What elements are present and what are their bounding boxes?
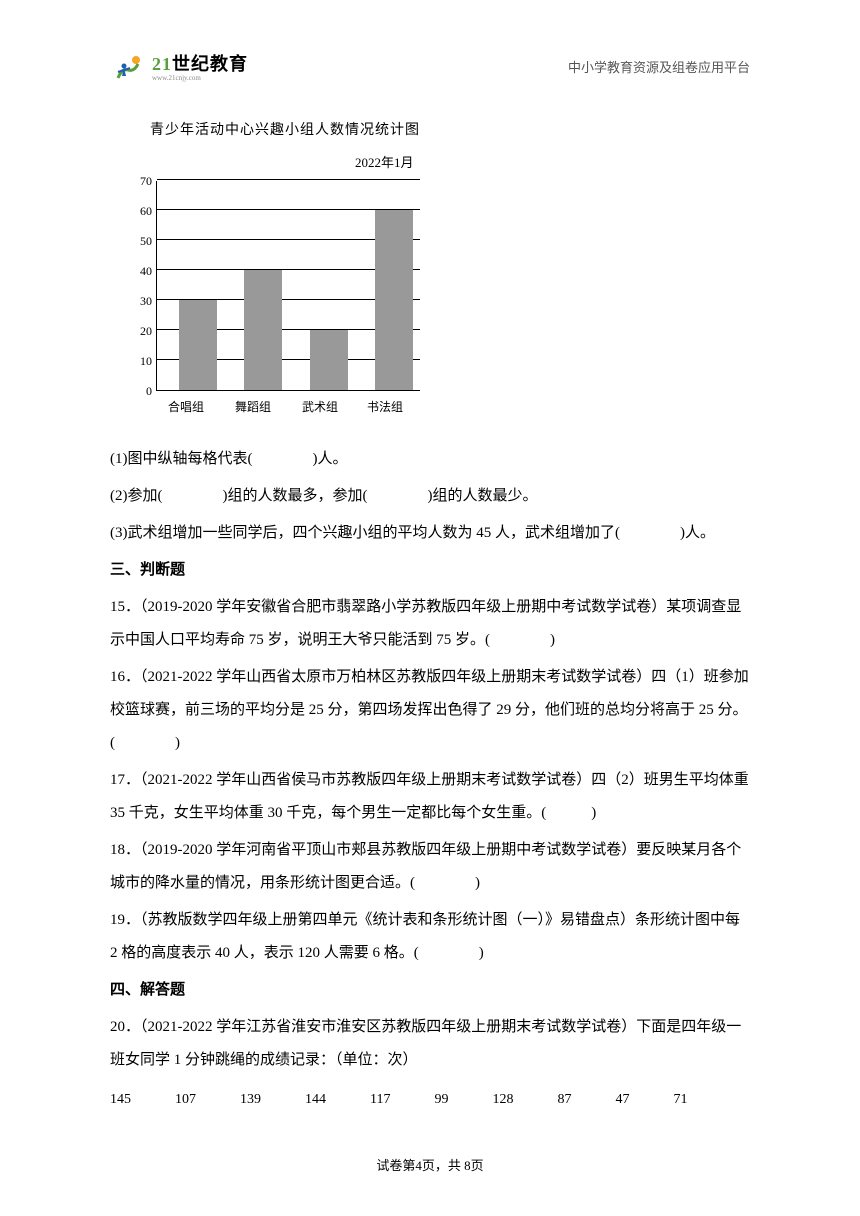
y-tick-3: 30 <box>140 288 152 314</box>
chart-container: 青少年活动中心兴趣小组人数情况统计图 2022年1月 0 10 20 30 40… <box>130 116 750 413</box>
bar-chart: 0 10 20 30 40 50 60 70 合唱组 舞蹈组 武术组 书法组 <box>130 181 425 413</box>
gridline <box>157 179 420 180</box>
x-label-dance: 舞蹈组 <box>235 394 271 420</box>
y-tick-6: 60 <box>140 198 152 224</box>
data-cell: 87 <box>557 1085 571 1116</box>
y-tick-0: 0 <box>146 378 152 404</box>
y-tick-5: 50 <box>140 228 152 254</box>
logo-text: 21世纪教育 www.21cnjy.com <box>152 55 248 82</box>
page-footer: 试卷第4页，共 8页 <box>0 1152 860 1181</box>
logo: 21世纪教育 www.21cnjy.com <box>110 50 248 86</box>
logo-icon <box>110 50 146 86</box>
data-cell: 144 <box>305 1085 326 1116</box>
data-cell: 107 <box>175 1085 196 1116</box>
question-15: 15．（2019-2020 学年安徽省合肥市翡翠路小学苏教版四年级上册期中考试数… <box>110 591 750 657</box>
y-tick-1: 10 <box>140 348 152 374</box>
question-20: 20．（2021-2022 学年江苏省淮安市淮安区苏教版四年级上册期末考试数学试… <box>110 1011 750 1077</box>
data-row: 145 107 139 144 117 99 128 87 47 71 <box>110 1085 750 1116</box>
bar-chorus <box>179 300 217 390</box>
question-18: 18．（2019-2020 学年河南省平顶山市郏县苏教版四年级上册期中考试数学试… <box>110 834 750 900</box>
header-platform-text: 中小学教育资源及组卷应用平台 <box>568 54 750 83</box>
x-label-calligraphy: 书法组 <box>367 394 403 420</box>
y-tick-4: 40 <box>140 258 152 284</box>
y-axis: 0 10 20 30 40 50 60 70 <box>130 181 156 391</box>
question-17: 17．（2021-2022 学年山西省侯马市苏教版四年级上册期末考试数学试卷）四… <box>110 764 750 830</box>
data-cell: 128 <box>492 1085 513 1116</box>
data-cell: 99 <box>434 1085 448 1116</box>
data-cell: 117 <box>370 1085 390 1116</box>
logo-url: www.21cnjy.com <box>152 75 248 82</box>
chart-title: 青少年活动中心兴趣小组人数情况统计图 <box>150 116 750 147</box>
y-tick-7: 70 <box>140 168 152 194</box>
x-label-martial: 武术组 <box>302 394 338 420</box>
y-tick-2: 20 <box>140 318 152 344</box>
data-cell: 145 <box>110 1085 131 1116</box>
question-19: 19．（苏教版数学四年级上册第四单元《统计表和条形统计图（一）》易错盘点）条形统… <box>110 904 750 970</box>
chart-date: 2022年1月 <box>355 149 750 178</box>
section-4-title: 四、解答题 <box>110 974 750 1007</box>
data-cell: 139 <box>240 1085 261 1116</box>
content-body: (1)图中纵轴每格代表( )人。 (2)参加( )组的人数最多，参加( )组的人… <box>110 443 750 1116</box>
data-cell: 71 <box>673 1085 687 1116</box>
bar-martial <box>310 330 348 390</box>
question-1: (1)图中纵轴每格代表( )人。 <box>110 443 750 476</box>
data-cell: 47 <box>615 1085 629 1116</box>
logo-21: 21 <box>152 54 172 74</box>
bar-calligraphy <box>375 210 413 390</box>
page-header: 21世纪教育 www.21cnjy.com 中小学教育资源及组卷应用平台 <box>110 50 750 86</box>
bar-dance <box>244 270 282 390</box>
x-label-chorus: 合唱组 <box>168 394 204 420</box>
question-16: 16．（2021-2022 学年山西省太原市万柏林区苏教版四年级上册期末考试数学… <box>110 661 750 760</box>
question-3: (3)武术组增加一些同学后，四个兴趣小组的平均人数为 45 人，武术组增加了( … <box>110 517 750 550</box>
question-2: (2)参加( )组的人数最多，参加( )组的人数最少。 <box>110 480 750 513</box>
section-3-title: 三、判断题 <box>110 554 750 587</box>
logo-brand: 世纪教育 <box>172 54 248 74</box>
plot-area <box>156 181 420 391</box>
